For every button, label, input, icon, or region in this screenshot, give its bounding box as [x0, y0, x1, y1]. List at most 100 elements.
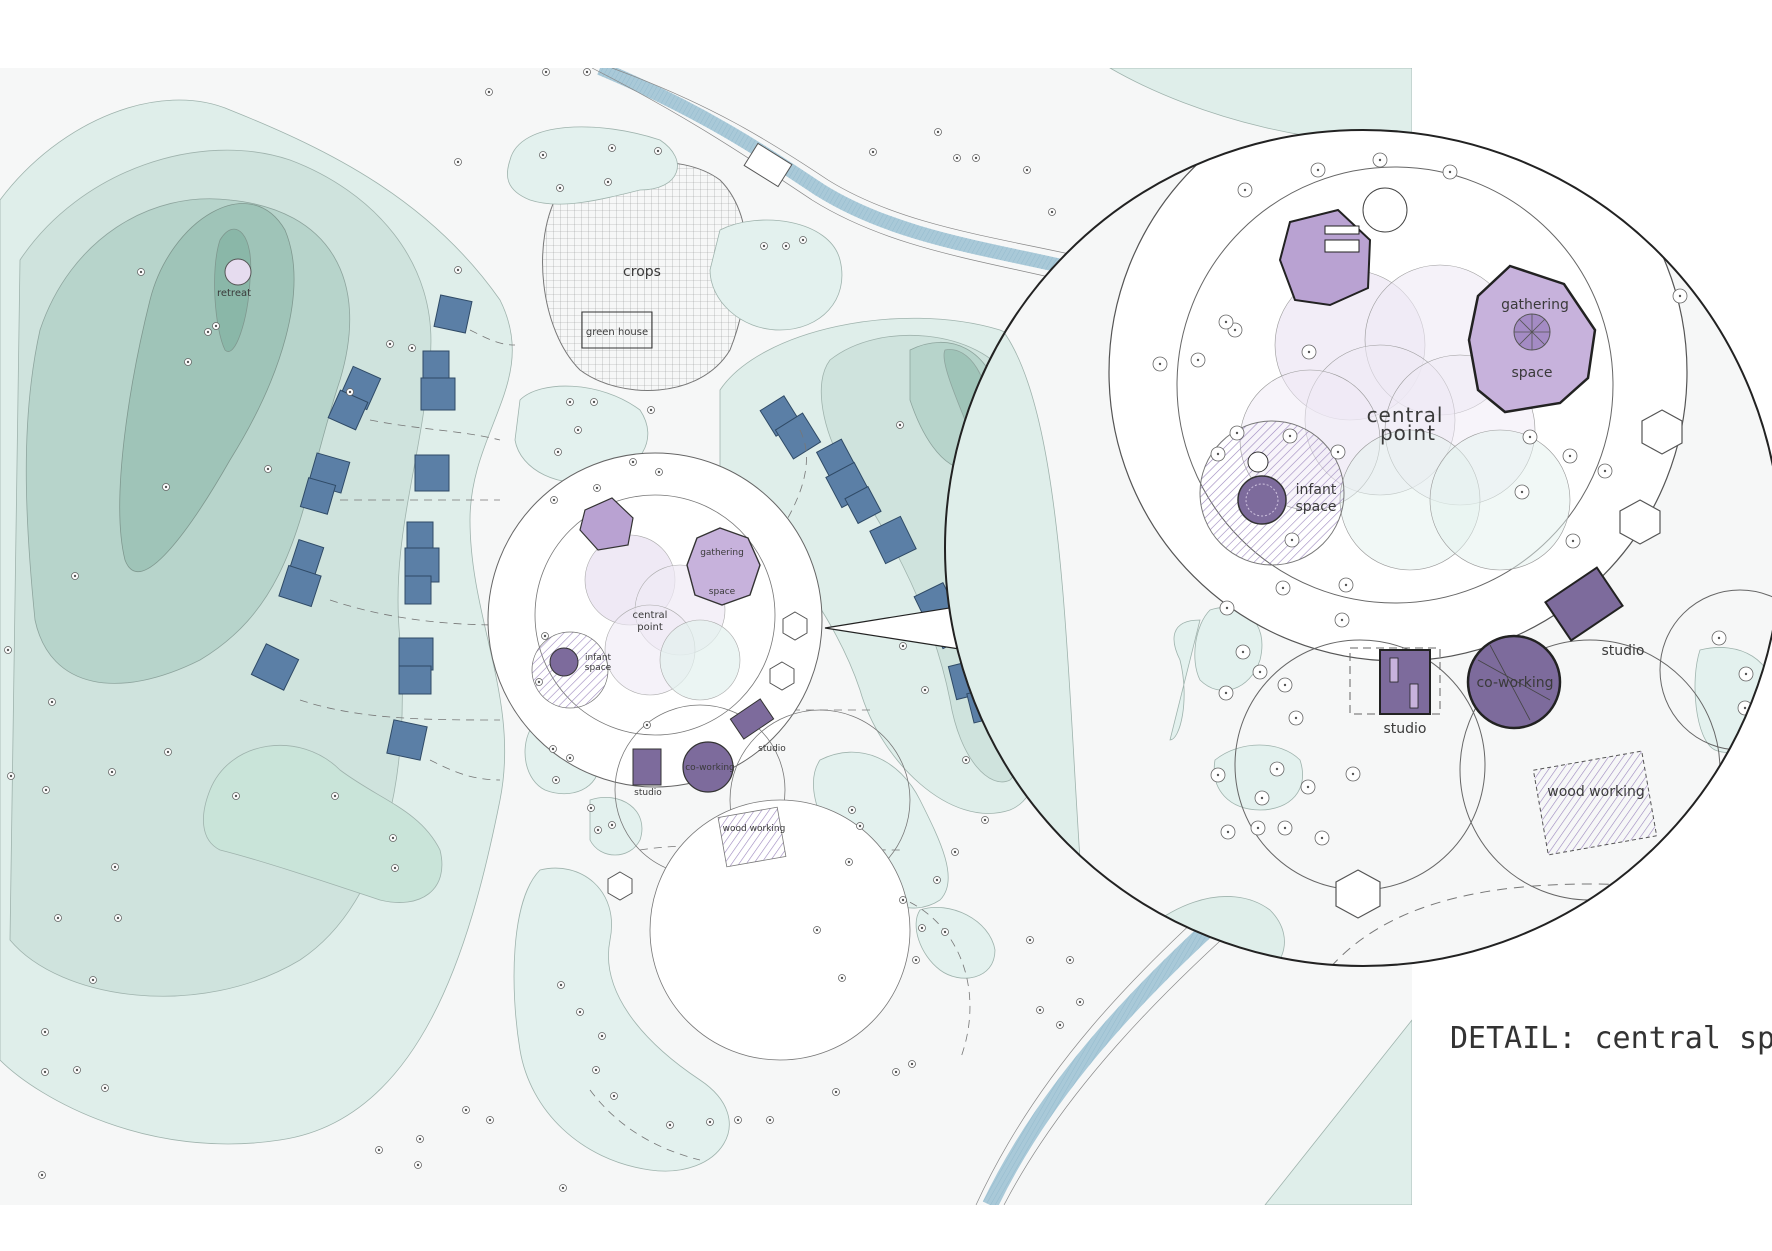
studio-label-detail-a: studio: [1384, 721, 1427, 737]
gathering-label-small-2: space: [709, 587, 736, 597]
infant-label-detail-1: infant: [1296, 482, 1337, 498]
co-working-label-small: co-working: [685, 763, 735, 773]
tree-center: [568, 756, 572, 760]
tree-symbol: [549, 1217, 556, 1224]
tree-center: [1568, 454, 1572, 458]
tree-center: [1226, 830, 1230, 834]
tree-center: [649, 408, 653, 412]
tree-center: [610, 823, 614, 827]
tree-center: [936, 130, 940, 134]
tree-center: [1283, 683, 1287, 687]
entry-pavilion-detail: [1362, 187, 1408, 233]
infant-label-detail-2: space: [1295, 499, 1336, 515]
tree-center: [166, 750, 170, 754]
tree-center: [558, 186, 562, 190]
tree-center: [589, 806, 593, 810]
tree-center: [898, 423, 902, 427]
tree-center: [762, 244, 766, 248]
tree-center: [139, 270, 143, 274]
tree-center: [1306, 785, 1310, 789]
tree-center: [1275, 767, 1279, 771]
tree-center: [910, 1062, 914, 1066]
tree-center: [552, 498, 556, 502]
tree-center: [568, 400, 572, 404]
tree-center: [113, 865, 117, 869]
tree-center: [377, 1148, 381, 1152]
gathering-label-detail-2: space: [1511, 365, 1552, 381]
studio-small-a: [632, 748, 662, 786]
tree-center: [847, 860, 851, 864]
tree-center: [487, 90, 491, 94]
tree-center: [595, 486, 599, 490]
tree-center: [554, 778, 558, 782]
tree-center: [164, 485, 168, 489]
tree-center: [214, 324, 218, 328]
tree-center: [1728, 248, 1732, 252]
tree-center: [1294, 716, 1298, 720]
tree-center: [1290, 538, 1294, 542]
tree-symbol: [1722, 242, 1738, 258]
tree-center: [894, 1070, 898, 1074]
wood-working-label-small: wood working: [723, 824, 786, 834]
tree-center: [1448, 170, 1452, 174]
gathering-label-detail-1: gathering: [1501, 297, 1569, 313]
tree-center: [559, 983, 563, 987]
tree-center: [1241, 650, 1245, 654]
wood-working-small: [717, 806, 787, 868]
tree-center: [914, 958, 918, 962]
tree-center: [1744, 672, 1748, 676]
tree-center: [657, 470, 661, 474]
tree-center: [418, 1137, 422, 1141]
tree-center: [551, 747, 555, 751]
tree-center: [585, 70, 589, 74]
tree-center: [234, 794, 238, 798]
tree-center: [594, 1068, 598, 1072]
tree-center: [840, 976, 844, 980]
wood-working-label-detail: wood working: [1547, 784, 1644, 800]
infant-label-small-1: infant: [585, 653, 612, 663]
tree-center: [815, 928, 819, 932]
tree-center: [578, 1010, 582, 1014]
tree-center: [1050, 210, 1054, 214]
tree-center: [391, 836, 395, 840]
tree-center: [935, 878, 939, 882]
detail-circle-outline: [944, 129, 1772, 967]
tree-center: [1068, 958, 1072, 962]
tree-center: [736, 1118, 740, 1122]
tree-center: [393, 866, 397, 870]
tree-center: [1520, 490, 1524, 494]
tree-center: [1225, 606, 1229, 610]
central-ring-small: central point gathering space infant spa…: [487, 452, 823, 788]
co-working-small: [682, 741, 734, 793]
tree-center: [901, 644, 905, 648]
tree-center: [40, 1173, 44, 1177]
tree-center: [1243, 188, 1247, 192]
tree-center: [73, 574, 77, 578]
tree-center: [953, 850, 957, 854]
tree-center: [44, 788, 48, 792]
tree-center: [1224, 691, 1228, 695]
gathering-space-small: [686, 527, 761, 606]
tree-center: [850, 808, 854, 812]
infant-label-small-2: space: [585, 663, 612, 673]
gathering-label-small-1: gathering: [700, 548, 744, 558]
tree-center: [388, 342, 392, 346]
tree-center: [1528, 435, 1532, 439]
tree-center: [1288, 434, 1292, 438]
tree-center: [464, 1108, 468, 1112]
tree-center: [1025, 168, 1029, 172]
co-working-detail: [1466, 634, 1562, 730]
tree-center: [50, 700, 54, 704]
tree-center: [668, 1123, 672, 1127]
tree-center: [600, 1034, 604, 1038]
tree-center: [1078, 1000, 1082, 1004]
tree-center: [1258, 670, 1262, 674]
tree-center: [612, 1094, 616, 1098]
tree-center: [871, 150, 875, 154]
co-working-label-detail: co-working: [1476, 675, 1553, 691]
tree-center: [206, 330, 210, 334]
tree-center: [1336, 450, 1340, 454]
workshop-cluster-small: studio studio co-working wood working: [614, 698, 911, 1061]
crops-label: crops: [623, 264, 661, 280]
